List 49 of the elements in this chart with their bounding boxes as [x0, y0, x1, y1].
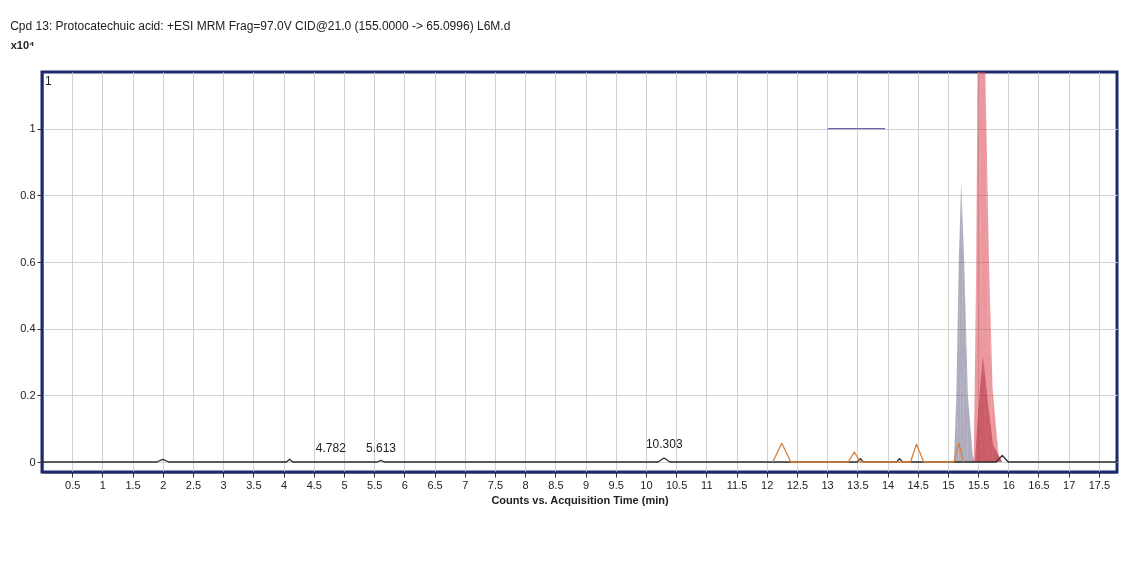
x-tick-label: 14	[881, 478, 895, 491]
x-tick-label: 16.5	[1028, 478, 1050, 491]
x-tick-label: 4	[281, 478, 288, 491]
x-tick-label: 9	[582, 478, 590, 491]
x-tick-label: 17	[1063, 478, 1076, 491]
y-tick-label: 0.2	[20, 388, 36, 401]
x-tick-label: 8	[522, 478, 529, 491]
x-tick-label: 3	[220, 478, 227, 491]
x-tick-label: 14.5	[907, 478, 929, 491]
x-tick-label: 1.5	[125, 478, 141, 491]
x-tick-label: 6	[401, 478, 408, 491]
x-tick-label: 9.5	[608, 478, 624, 491]
x-tick-label: 12.5	[786, 478, 809, 491]
annotation: 4.782	[315, 441, 347, 455]
x-tick-label: 17.5	[1088, 478, 1111, 491]
x-tick-label: 12	[761, 478, 774, 491]
y-tick-label: 1	[29, 122, 36, 135]
x-tick-label: 15.5	[967, 478, 990, 491]
x-tick-label: 7.5	[487, 478, 504, 491]
x-tick-label: 2.5	[185, 478, 202, 491]
x-tick-label: 11.5	[726, 478, 748, 491]
x-tick-label: 3.5	[246, 478, 262, 491]
x-tick-label: 8.5	[548, 478, 564, 491]
x-tick-label: 5.5	[367, 478, 383, 491]
chart-title: Cpd 13: Protocatechuic acid: +ESI MRM Frag=97.0V CID@21.0 (155.0000 -> 65.0996) L6M.d	[10, 19, 511, 33]
annotation: 1	[45, 74, 52, 88]
x-tick-label: 13.5	[847, 478, 869, 491]
x-tick-label: 7	[462, 478, 469, 491]
x-tick-label: 0.5	[65, 478, 81, 491]
x-tick-label: 6.5	[427, 478, 443, 491]
x-tick-label: 15	[942, 478, 955, 491]
x-tick-label: 13	[821, 478, 834, 491]
annotation: 10.303	[645, 437, 683, 451]
x-tick-label: 16	[1002, 478, 1015, 491]
annotation: 5.613	[365, 441, 397, 455]
x-tick-label: 4.5	[306, 478, 322, 491]
x-tick-label: 10.5	[665, 478, 688, 491]
x-tick-label: 10	[640, 478, 653, 491]
x-tick-label: 1	[99, 478, 106, 491]
x-tick-label: 11	[701, 478, 713, 491]
x-axis-title: Counts vs. Acquisition Time (min)	[491, 493, 669, 506]
y-tick-label: 0.6	[20, 255, 36, 268]
y-tick-label: 0.8	[20, 188, 36, 201]
y-tick-label: 0	[29, 455, 36, 468]
line-series	[772, 442, 965, 463]
y-axis-title: x10⁴	[10, 38, 35, 51]
x-tick-label: 5	[341, 478, 348, 491]
y-tick-label: 0.4	[20, 322, 36, 335]
x-tick-label: 2	[160, 478, 167, 491]
